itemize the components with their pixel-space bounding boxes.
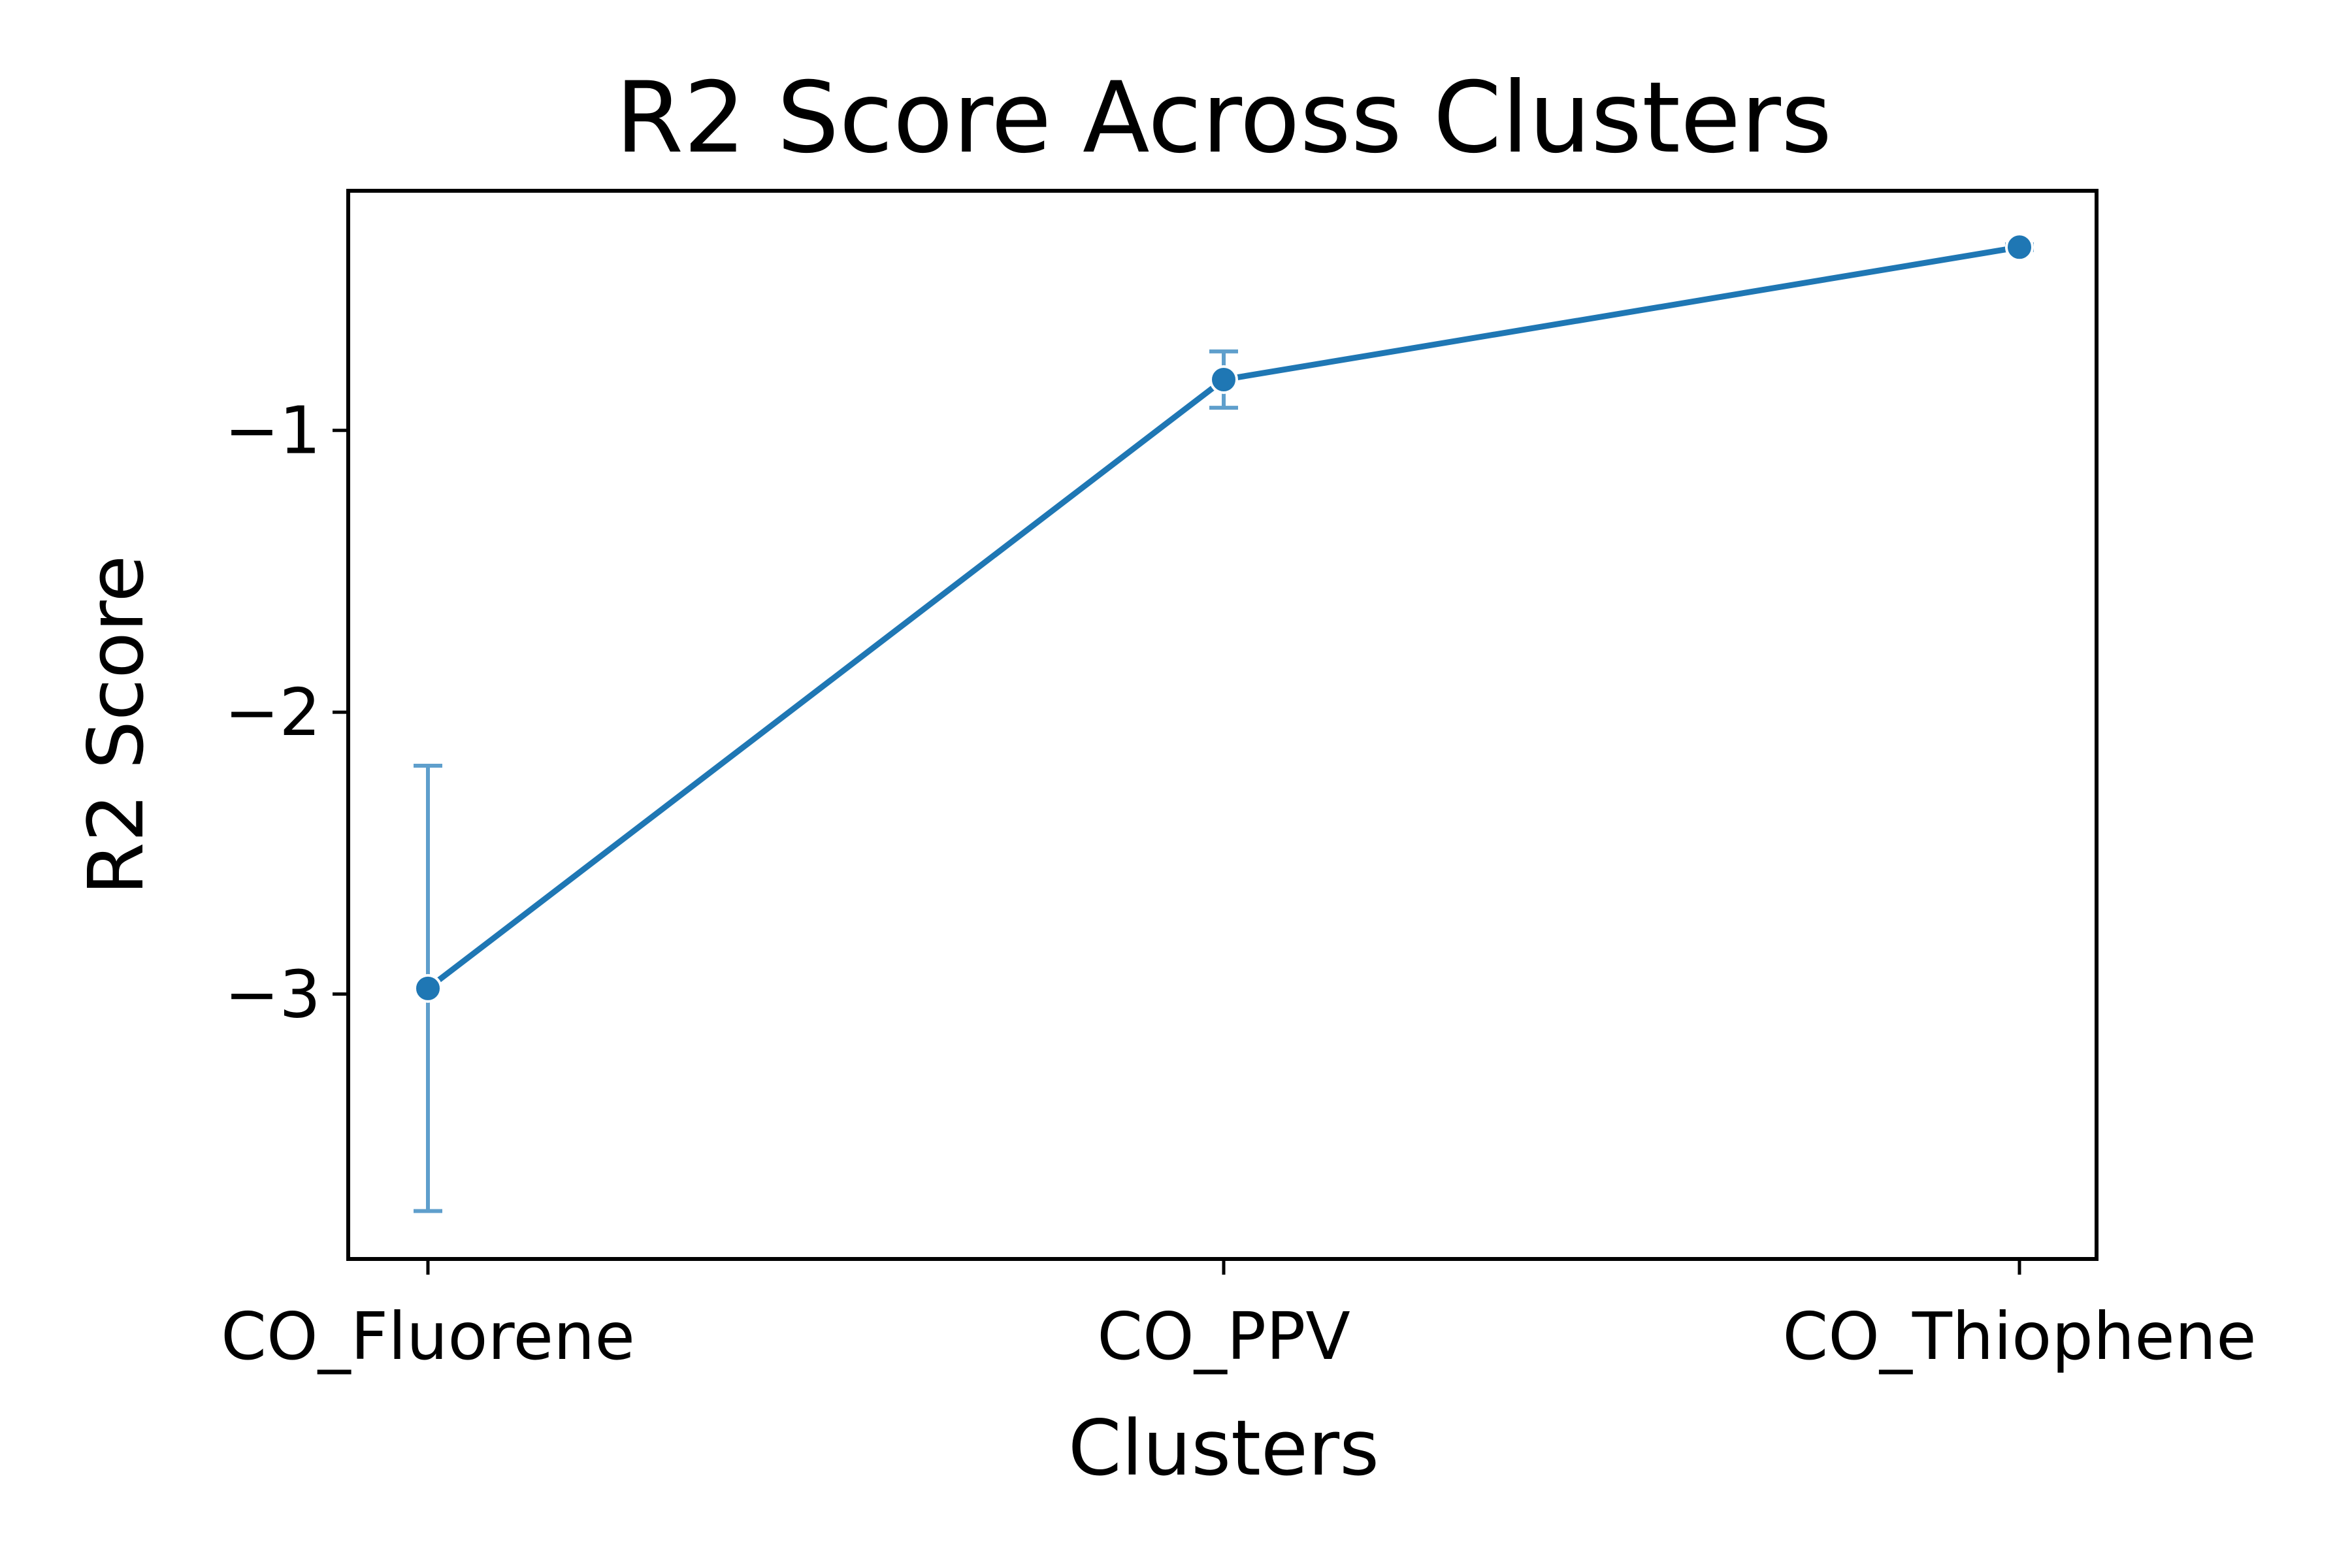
y-axis-ticks: −3 −2 −1	[225, 393, 348, 1032]
data-points	[414, 233, 2034, 1003]
data-point-CO_PPV	[1209, 365, 1238, 395]
data-point-CO_Thiophene	[2005, 233, 2034, 262]
x-axis-ticks: CO_Fluorene CO_PPV CO_Thiophene	[221, 1259, 2257, 1375]
chart-title: R2 Score Across Clusters	[615, 61, 1832, 175]
y-axis-label: R2 Score	[71, 555, 161, 896]
y-tick-label: −1	[225, 393, 321, 469]
y-tick-label: −3	[225, 956, 321, 1032]
x-tick-label: CO_Fluorene	[221, 1298, 635, 1375]
y-tick-label: −2	[225, 674, 321, 751]
x-axis-label: Clusters	[1068, 1403, 1379, 1493]
data-point-CO_Fluorene	[414, 973, 442, 1003]
x-tick-label: CO_Thiophene	[1782, 1298, 2256, 1375]
x-tick-label: CO_PPV	[1097, 1298, 1350, 1375]
